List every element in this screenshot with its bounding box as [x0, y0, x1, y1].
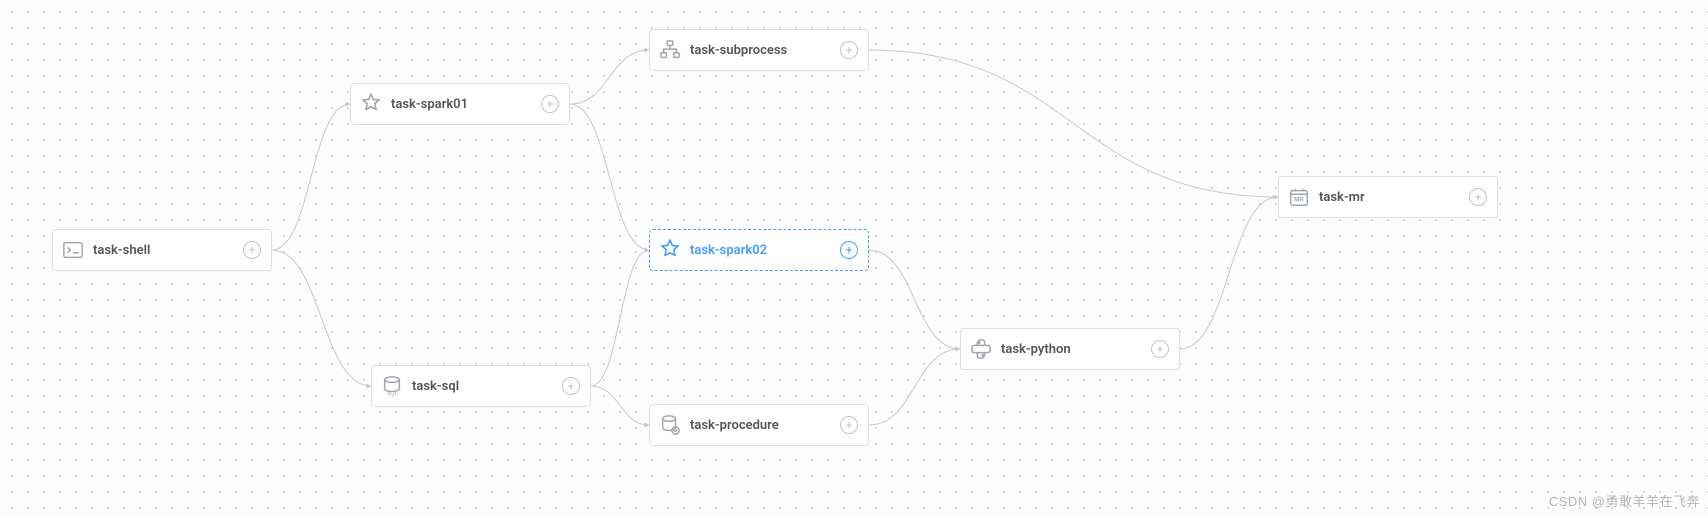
- task-node-label: task-spark02: [690, 243, 828, 258]
- add-downstream-button[interactable]: +: [840, 416, 858, 434]
- sql-icon: SQL: [380, 374, 404, 398]
- add-downstream-button[interactable]: +: [1469, 188, 1487, 206]
- task-node-label: task-subprocess: [690, 43, 828, 58]
- add-downstream-button[interactable]: +: [840, 241, 858, 259]
- edge-shell-spark01: [272, 104, 350, 250]
- spark-icon: [658, 238, 682, 262]
- subprocess-icon: [658, 38, 682, 62]
- task-node-label: task-python: [1001, 342, 1139, 357]
- add-downstream-button[interactable]: +: [541, 95, 559, 113]
- task-node-spark01[interactable]: task-spark01 +: [350, 83, 570, 125]
- task-node-shell[interactable]: task-shell +: [52, 229, 272, 271]
- edge-python-mr: [1180, 197, 1278, 349]
- add-downstream-button[interactable]: +: [562, 377, 580, 395]
- add-downstream-button[interactable]: +: [840, 41, 858, 59]
- task-node-label: task-spark01: [391, 97, 529, 112]
- edge-shell-sql: [272, 250, 371, 386]
- task-node-label: task-sql: [412, 379, 550, 394]
- python-icon: [969, 337, 993, 361]
- svg-text:SQL: SQL: [387, 391, 398, 397]
- task-node-python[interactable]: task-python +: [960, 328, 1180, 370]
- task-node-mr[interactable]: MR task-mr +: [1278, 176, 1498, 218]
- edge-spark01-spark02: [570, 104, 649, 250]
- procedure-icon: [658, 413, 682, 437]
- edge-spark02-python: [869, 250, 960, 349]
- edge-spark01-subprocess: [570, 50, 649, 104]
- spark-icon: [359, 92, 383, 116]
- terminal-icon: [61, 238, 85, 262]
- edge-procedure-python: [869, 349, 960, 425]
- edge-subprocess-mr: [869, 50, 1278, 197]
- task-node-label: task-mr: [1319, 190, 1457, 205]
- task-node-label: task-shell: [93, 243, 231, 258]
- mr-icon: MR: [1287, 185, 1311, 209]
- task-node-spark02[interactable]: task-spark02 +: [649, 229, 869, 271]
- task-node-procedure[interactable]: task-procedure +: [649, 404, 869, 446]
- task-node-sql[interactable]: SQL task-sql +: [371, 365, 591, 407]
- add-downstream-button[interactable]: +: [243, 241, 261, 259]
- svg-text:MR: MR: [1294, 197, 1304, 204]
- add-downstream-button[interactable]: +: [1151, 340, 1169, 358]
- workflow-canvas[interactable]: task-shell+task-spark01+SQLtask-sql+task…: [0, 0, 1708, 516]
- task-node-label: task-procedure: [690, 418, 828, 433]
- task-node-subprocess[interactable]: task-subprocess +: [649, 29, 869, 71]
- edge-sql-spark02: [591, 250, 649, 386]
- edge-sql-procedure: [591, 386, 649, 425]
